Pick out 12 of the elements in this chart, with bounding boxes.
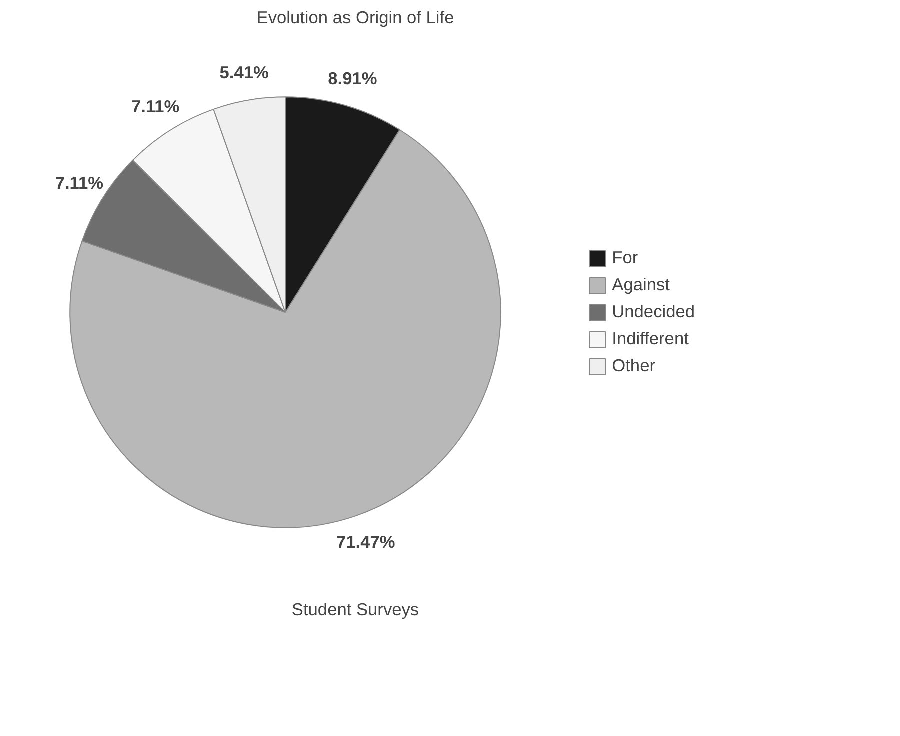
legend-label: Indifferent	[612, 328, 689, 350]
data-label: 7.11%	[131, 96, 180, 117]
text: Student Surveys	[292, 600, 420, 620]
data-label: 5.41%	[220, 62, 269, 83]
legend-label: Against	[612, 274, 670, 296]
legend-label: Undecided	[612, 302, 695, 322]
data-label: 71.47%	[336, 532, 396, 552]
data-label: 7.11%	[55, 173, 104, 194]
legend-label: Other	[612, 356, 656, 376]
legend-label: For	[612, 248, 638, 268]
chart-title: Evolution as Origin of Life	[256, 8, 454, 28]
data-label: 8.91%	[328, 68, 378, 89]
